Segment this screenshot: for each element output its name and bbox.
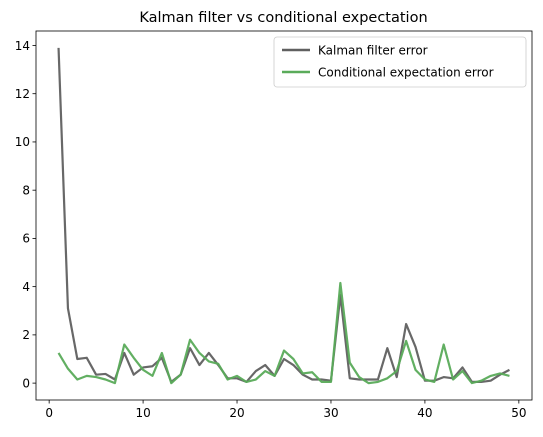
x-tick-label: 20 [229, 406, 244, 420]
series-line-conditional-expectation-error [57, 281, 510, 385]
y-tick-label: 8 [22, 183, 30, 197]
series-line-kalman-filter-error [57, 47, 510, 384]
y-tick-label: 6 [22, 232, 30, 246]
legend-box [273, 36, 527, 88]
x-tick-label: 50 [511, 406, 526, 420]
y-tick-label: 4 [22, 280, 30, 294]
x-tick-label: 10 [135, 406, 150, 420]
y-tick-label: 10 [15, 135, 30, 149]
y-tick-label: 2 [22, 328, 30, 342]
plot-area [35, 30, 533, 401]
x-tick-label: 0 [45, 406, 53, 420]
x-axis: 0 10 20 30 40 50 [45, 400, 526, 420]
y-tick-label: 0 [22, 376, 30, 390]
y-tick-label: 14 [15, 39, 30, 53]
y-tick-label: 12 [15, 87, 30, 101]
chart-title: Kalman filter vs conditional expectation [139, 10, 427, 26]
plot-frame [35, 30, 533, 401]
x-tick-label: 30 [323, 406, 338, 420]
x-tick-label: 40 [417, 406, 432, 420]
legend-label: Conditional expectation error [318, 66, 494, 80]
legend: Kalman filter error Conditional expectati… [273, 36, 527, 88]
series-layer [57, 47, 510, 385]
y-axis: 0 2 4 6 8 10 12 14 [15, 39, 36, 390]
legend-label: Kalman filter error [318, 44, 428, 58]
